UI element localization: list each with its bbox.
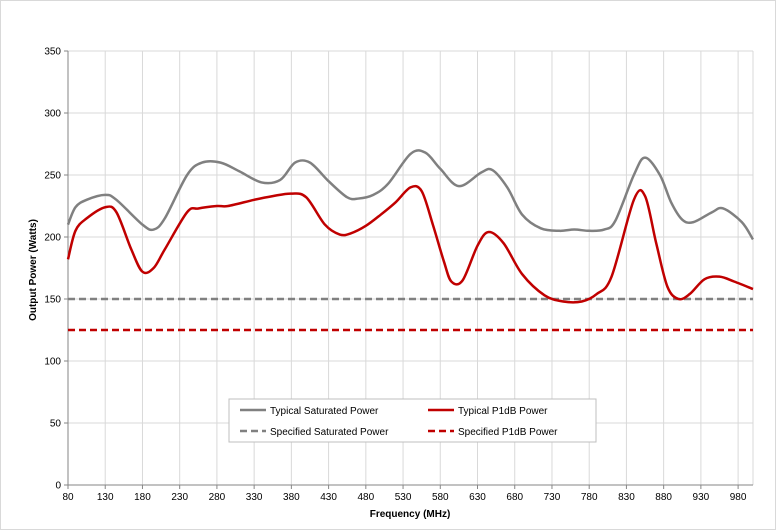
y-tick-label: 100 xyxy=(44,357,61,368)
series-line-typical-p1db-power xyxy=(66,184,754,304)
x-tick-label: 280 xyxy=(209,492,226,503)
x-tick-label: 130 xyxy=(97,492,114,503)
legend: Typical Saturated Power Typical P1dB Pow… xyxy=(228,398,597,443)
x-axis-title: Frequency (MHz) xyxy=(370,509,451,520)
y-tick-label: 250 xyxy=(44,171,61,182)
x-tick-label: 230 xyxy=(171,492,188,503)
x-tick-label: 980 xyxy=(730,492,747,503)
x-tick-label: 80 xyxy=(62,492,74,503)
x-tick-label: 930 xyxy=(693,492,710,503)
y-tick-label: 200 xyxy=(44,233,61,244)
legend-label-typical-p1db: Typical P1dB Power xyxy=(458,406,548,417)
x-tick-label: 780 xyxy=(581,492,598,503)
y-axis-title: Output Power (Watts) xyxy=(28,219,39,321)
x-tick-label: 580 xyxy=(432,492,449,503)
x-tick-label: 880 xyxy=(655,492,672,503)
y-tick-label: 150 xyxy=(44,295,61,306)
x-tick-label: 380 xyxy=(283,492,300,503)
x-tick-label: 530 xyxy=(395,492,412,503)
x-tick-label: 830 xyxy=(618,492,635,503)
x-tick-label: 430 xyxy=(320,492,337,503)
y-tick-label: 350 xyxy=(44,47,61,58)
x-tick-label: 180 xyxy=(134,492,151,503)
series-lines xyxy=(66,149,755,332)
x-tick-label: 680 xyxy=(506,492,523,503)
legend-label-typical-saturated: Typical Saturated Power xyxy=(270,406,379,417)
x-tick-label: 480 xyxy=(357,492,374,503)
series-line-typical-saturated-power xyxy=(66,149,755,241)
x-tick-labels: 80 130 180 230 280 330 380 430 480 530 580 630 680 73… xyxy=(62,492,746,503)
legend-box xyxy=(228,398,597,443)
y-tick-label: 300 xyxy=(44,109,61,120)
y-tick-labels: 0 50 100 150 200 250 300 350 xyxy=(44,47,61,492)
x-tick-label: 730 xyxy=(544,492,561,503)
y-tick-label: 0 xyxy=(55,481,61,492)
x-tick-label: 330 xyxy=(246,492,263,503)
legend-label-specified-p1db: Specified P1dB Power xyxy=(458,427,558,438)
axes xyxy=(64,50,753,489)
legend-label-specified-saturated: Specified Saturated Power xyxy=(270,427,389,438)
y-tick-label: 50 xyxy=(50,419,62,430)
x-tick-label: 630 xyxy=(469,492,486,503)
